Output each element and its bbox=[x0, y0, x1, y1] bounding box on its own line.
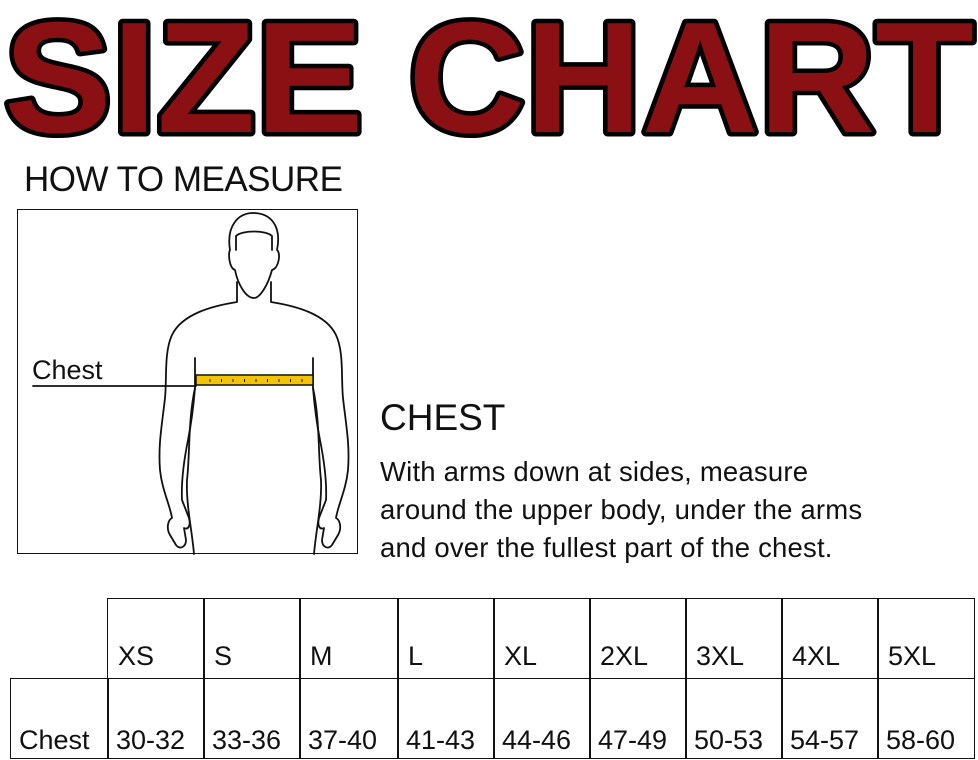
chest-value-cell: 54-57 bbox=[781, 678, 879, 759]
size-header-l: L bbox=[397, 598, 495, 679]
size-chart-title: SIZE CHART bbox=[0, 0, 978, 150]
chest-value-cell: 44-46 bbox=[493, 678, 591, 759]
chest-value-cell: 58-60 bbox=[877, 678, 975, 759]
how-to-measure-heading: HOW TO MEASURE bbox=[24, 160, 343, 199]
description-line: and over the fullest part of the chest. bbox=[380, 532, 833, 563]
chest-figure-label: Chest bbox=[32, 355, 103, 385]
description-line: around the upper body, under the arms bbox=[380, 494, 863, 525]
size-header-3xl: 3XL bbox=[685, 598, 783, 679]
chest-heading: CHEST bbox=[380, 397, 506, 438]
size-header-2xl: 2XL bbox=[589, 598, 687, 679]
size-header-s: S bbox=[203, 598, 301, 679]
size-header-5xl: 5XL bbox=[877, 598, 975, 679]
chest-value-cell: 30-32 bbox=[107, 678, 205, 759]
size-header-4xl: 4XL bbox=[781, 598, 879, 679]
title-text: SIZE CHART bbox=[4, 0, 974, 150]
size-header-xl: XL bbox=[493, 598, 591, 679]
chest-value-cell: 47-49 bbox=[589, 678, 687, 759]
chest-value-cell: 37-40 bbox=[299, 678, 399, 759]
chest-value-cell: 33-36 bbox=[203, 678, 301, 759]
row-label-chest: Chest bbox=[10, 678, 109, 759]
chest-value-cell: 41-43 bbox=[397, 678, 495, 759]
size-header-xs: XS bbox=[107, 598, 205, 679]
size-header-m: M bbox=[299, 598, 399, 679]
chest-description: With arms down at sides, measure around … bbox=[380, 453, 978, 567]
chest-value-cell: 50-53 bbox=[685, 678, 783, 759]
description-line: With arms down at sides, measure bbox=[380, 456, 809, 487]
